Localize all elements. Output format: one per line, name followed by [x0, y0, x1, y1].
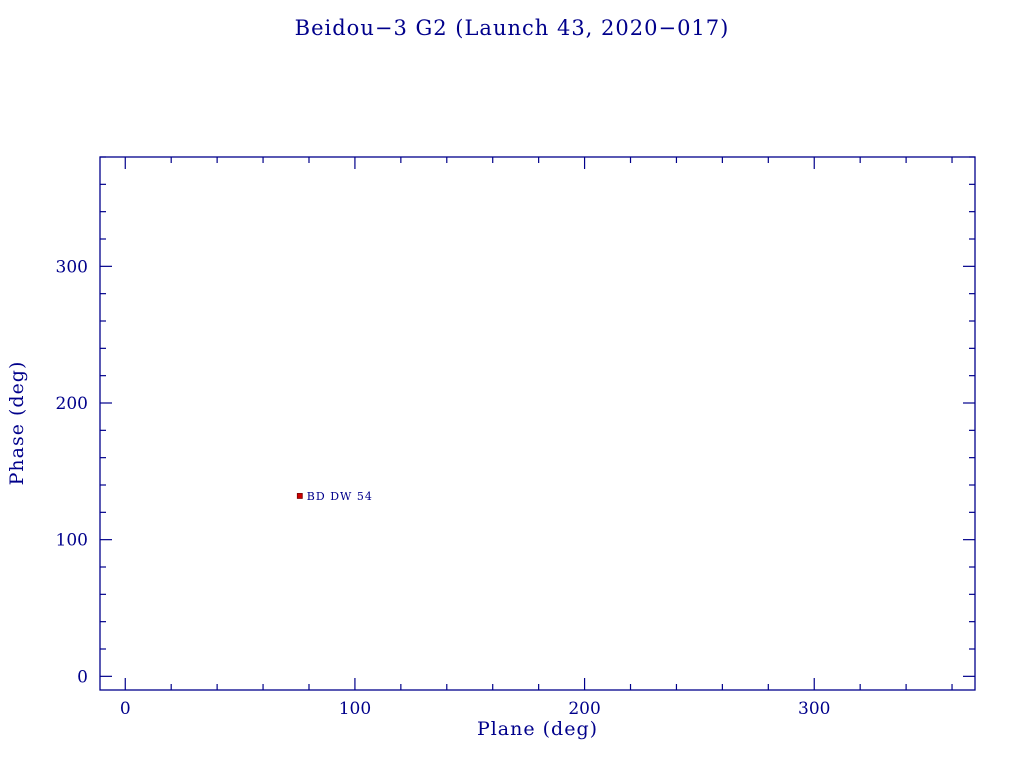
- y-tick-label: 200: [56, 394, 88, 414]
- x-tick-label: 100: [339, 699, 371, 719]
- x-axis-label: Plane (deg): [476, 718, 599, 740]
- x-tick-label: 0: [120, 699, 131, 719]
- y-axis-label: Phase (deg): [6, 360, 28, 486]
- y-tick-label: 0: [77, 667, 88, 687]
- data-point-label: BD DW 54: [307, 490, 373, 503]
- y-tick-label: 100: [56, 531, 88, 551]
- x-tick-label: 300: [798, 699, 830, 719]
- x-tick-label: 200: [568, 699, 600, 719]
- chart-title: Beidou−3 G2 (Launch 43, 2020−017): [294, 16, 730, 40]
- data-point-marker[interactable]: [296, 493, 303, 499]
- y-tick-label: 300: [56, 257, 88, 277]
- plot-frame: [99, 156, 976, 691]
